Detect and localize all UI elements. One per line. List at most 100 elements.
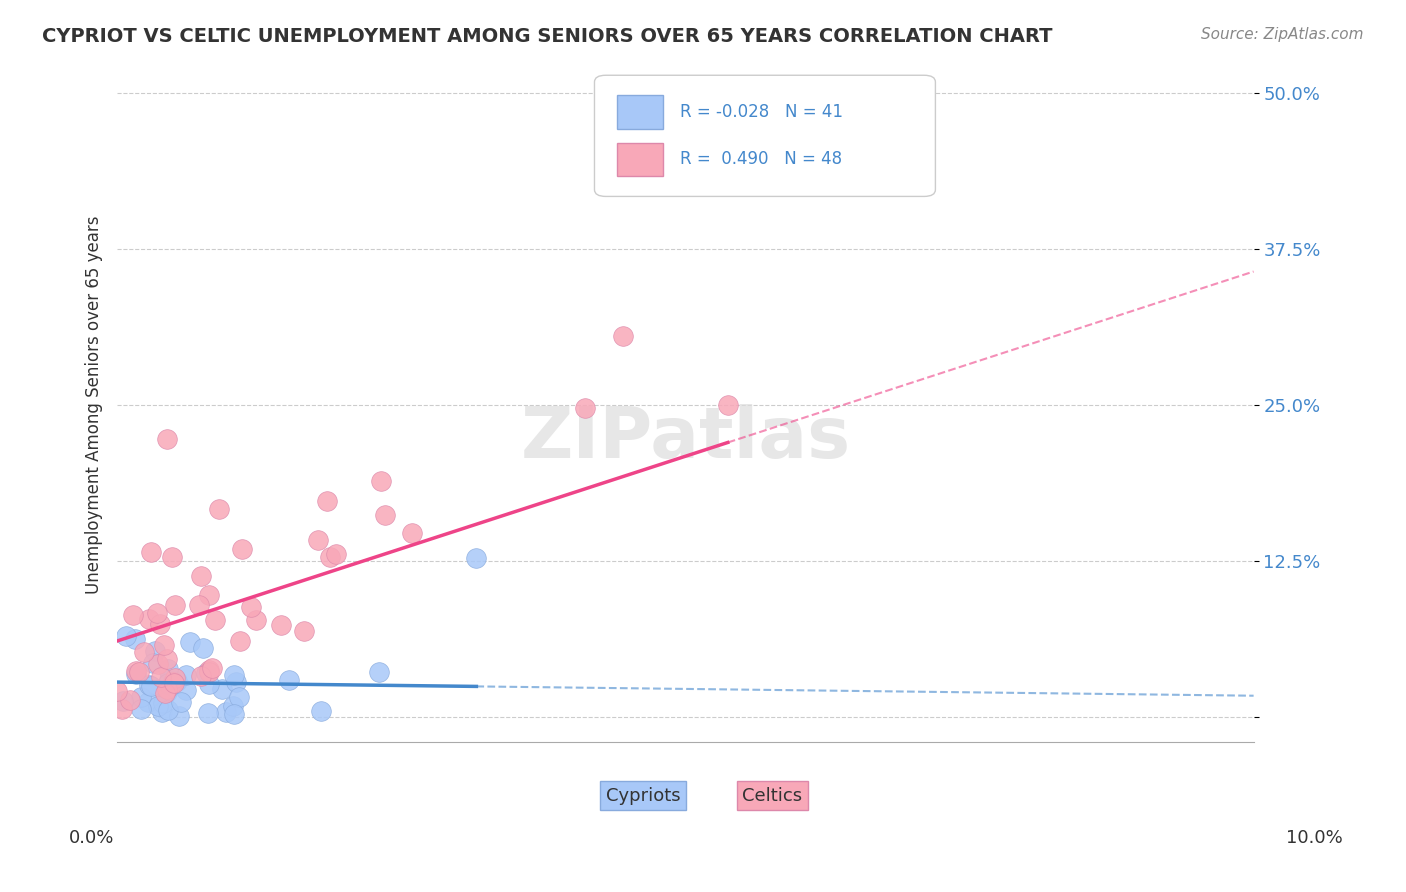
Point [156, 685, 179, 699]
Point [374, 508, 396, 522]
Text: CYPRIOT VS CELTIC UNEMPLOYMENT AMONG SENIORS OVER 65 YEARS CORRELATION CHART: CYPRIOT VS CELTIC UNEMPLOYMENT AMONG SEN… [42, 27, 1053, 45]
Point [141, 679, 163, 693]
Point [156, 682, 179, 697]
Point [214, 705, 236, 719]
Point [197, 677, 219, 691]
Point [325, 548, 347, 562]
Point [401, 525, 423, 540]
Text: Source: ZipAtlas.com: Source: ZipAtlas.com [1201, 27, 1364, 42]
Point [157, 673, 180, 687]
Point [197, 665, 219, 679]
Point [204, 613, 226, 627]
Point [228, 690, 250, 704]
Point [142, 656, 165, 670]
Point [190, 568, 212, 582]
Point [197, 663, 219, 677]
Point [174, 683, 197, 698]
Point [148, 657, 170, 672]
Point [132, 645, 155, 659]
Point [222, 706, 245, 721]
Bar [617, 143, 662, 177]
Text: Celtics: Celtics [742, 787, 803, 805]
Text: 0.0%: 0.0% [69, 829, 114, 847]
Point [211, 682, 233, 697]
Point [167, 709, 190, 723]
Point [465, 551, 488, 566]
Point [138, 612, 160, 626]
Point [166, 674, 188, 689]
Point [225, 675, 247, 690]
Point [145, 606, 167, 620]
Point [163, 676, 186, 690]
Point [138, 678, 160, 692]
Point [115, 629, 138, 643]
Point [717, 398, 740, 412]
Point [278, 673, 301, 687]
Point [292, 624, 315, 638]
Point [111, 694, 134, 708]
Point [612, 328, 634, 343]
Point [136, 696, 159, 710]
Point [128, 665, 150, 679]
Point [107, 684, 129, 698]
Point [198, 588, 221, 602]
Point [152, 705, 174, 719]
Point [153, 686, 176, 700]
Point [231, 542, 253, 557]
Point [111, 702, 134, 716]
Point [146, 699, 169, 714]
Point [195, 665, 218, 680]
Point [124, 632, 146, 646]
FancyBboxPatch shape [595, 75, 935, 196]
Point [197, 706, 219, 720]
Text: Cypriots: Cypriots [606, 787, 681, 805]
Point [159, 681, 181, 695]
Point [239, 599, 262, 614]
Text: R =  0.490   N = 48: R = 0.490 N = 48 [679, 151, 842, 169]
Y-axis label: Unemployment Among Seniors over 65 years: Unemployment Among Seniors over 65 years [86, 216, 103, 594]
Point [156, 676, 179, 690]
Point [122, 608, 145, 623]
Point [307, 533, 329, 548]
Point [208, 502, 231, 516]
Text: ZIPatlas: ZIPatlas [520, 404, 851, 474]
Point [156, 703, 179, 717]
Point [163, 671, 186, 685]
Point [370, 474, 392, 488]
Point [319, 549, 342, 564]
Point [315, 494, 337, 508]
Point [245, 613, 267, 627]
Point [169, 695, 191, 709]
Point [150, 670, 173, 684]
Point [162, 549, 184, 564]
Point [157, 662, 180, 676]
Point [190, 669, 212, 683]
Text: 10.0%: 10.0% [1286, 829, 1343, 847]
Point [174, 668, 197, 682]
Point [129, 701, 152, 715]
Point [124, 667, 146, 681]
Point [125, 664, 148, 678]
Point [188, 598, 211, 612]
Bar [617, 95, 662, 129]
Point [156, 432, 179, 446]
Point [152, 696, 174, 710]
Point [149, 616, 172, 631]
Point [139, 545, 162, 559]
Point [162, 674, 184, 689]
Point [153, 638, 176, 652]
Text: R = -0.028   N = 41: R = -0.028 N = 41 [679, 103, 842, 121]
Point [179, 634, 201, 648]
Point [270, 617, 292, 632]
Point [309, 704, 332, 718]
Point [201, 660, 224, 674]
Point [163, 598, 186, 612]
Point [156, 652, 179, 666]
Point [145, 644, 167, 658]
Point [129, 690, 152, 704]
Point [118, 693, 141, 707]
Point [574, 401, 596, 416]
Point [368, 665, 391, 680]
Point [191, 640, 214, 655]
Point [224, 667, 246, 681]
